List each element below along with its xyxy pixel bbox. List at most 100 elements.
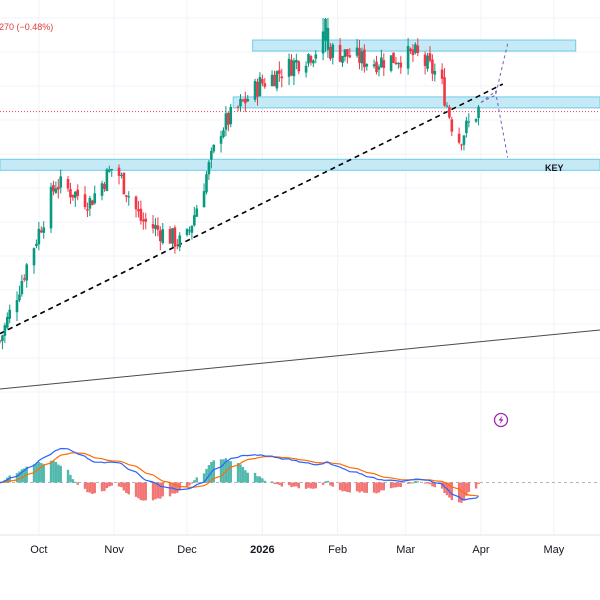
candle-body bbox=[409, 48, 412, 52]
candle-body bbox=[195, 208, 199, 217]
candle-body bbox=[219, 136, 223, 144]
candle-body bbox=[168, 229, 172, 244]
candle bbox=[222, 127, 225, 139]
candle bbox=[346, 48, 349, 64]
candle-body bbox=[35, 243, 38, 247]
candle bbox=[450, 116, 454, 137]
channel-line bbox=[0, 329, 600, 390]
candle bbox=[426, 52, 429, 72]
macd-histogram-bar bbox=[314, 482, 317, 489]
candle bbox=[88, 195, 92, 217]
macd-histogram-bar bbox=[222, 459, 225, 483]
candle bbox=[185, 228, 189, 237]
candle-body bbox=[18, 294, 21, 301]
candle-body bbox=[375, 61, 378, 73]
macd-histogram-bar bbox=[76, 482, 79, 485]
candle-body bbox=[185, 229, 189, 236]
candle bbox=[375, 55, 378, 75]
candle-body bbox=[465, 120, 468, 134]
candle bbox=[256, 78, 259, 106]
candle bbox=[139, 200, 143, 225]
macd-histogram-bar bbox=[292, 482, 296, 487]
macd-histogram-bar bbox=[460, 482, 463, 503]
candle-body bbox=[125, 195, 128, 197]
candle-body bbox=[5, 316, 9, 328]
candle bbox=[173, 225, 177, 254]
candle-body bbox=[91, 200, 94, 206]
macd-histogram-bar bbox=[202, 473, 206, 483]
candle bbox=[188, 226, 191, 236]
macd-histogram-bar bbox=[103, 482, 106, 491]
candle-body bbox=[346, 49, 349, 57]
macd-histogram-bar bbox=[193, 480, 196, 483]
candle bbox=[193, 206, 196, 227]
candle-body bbox=[372, 64, 376, 67]
macd-histogram-bar bbox=[448, 482, 451, 498]
macd-histogram-bar bbox=[185, 482, 189, 488]
macd-histogram-bar bbox=[477, 482, 480, 484]
candle bbox=[278, 61, 281, 82]
macd-histogram-bar bbox=[139, 482, 143, 501]
candle-body bbox=[117, 167, 121, 176]
macd-histogram-bar bbox=[411, 482, 415, 484]
candle-body bbox=[389, 55, 393, 71]
candle-body bbox=[1, 335, 4, 342]
macd-histogram-bar bbox=[110, 482, 113, 486]
candle bbox=[202, 183, 206, 208]
candle-body bbox=[37, 228, 41, 245]
candle-body bbox=[154, 225, 157, 229]
candle bbox=[253, 78, 257, 103]
macd-histogram-bar bbox=[161, 482, 164, 497]
candle bbox=[443, 68, 446, 107]
candle-body bbox=[229, 106, 233, 125]
candle-body bbox=[122, 172, 126, 195]
macd-histogram-bar bbox=[195, 477, 198, 483]
candle bbox=[258, 72, 262, 97]
candle bbox=[127, 191, 131, 206]
candle-body bbox=[406, 46, 410, 69]
candle bbox=[59, 169, 63, 194]
candle bbox=[156, 217, 160, 237]
candle bbox=[477, 104, 480, 126]
macd-histogram-bar bbox=[450, 482, 454, 501]
candle bbox=[263, 78, 267, 89]
macd-histogram-bar bbox=[331, 482, 334, 487]
candle-body bbox=[173, 227, 177, 247]
candle-body bbox=[416, 45, 420, 54]
candle bbox=[431, 54, 434, 81]
macd-histogram-bar bbox=[360, 482, 364, 492]
macd-histogram-bar bbox=[348, 482, 351, 493]
candle-body bbox=[54, 188, 58, 193]
candle-body bbox=[280, 76, 284, 79]
macd-histogram-bar bbox=[295, 482, 298, 487]
candle-body bbox=[275, 71, 279, 89]
candle bbox=[110, 168, 114, 177]
macd-histogram-bar bbox=[467, 482, 471, 493]
candle-body bbox=[3, 325, 7, 336]
macd-histogram-bar bbox=[440, 482, 444, 489]
macd-line bbox=[0, 447, 479, 501]
macd-histogram-bar bbox=[154, 482, 157, 500]
candle bbox=[290, 54, 293, 77]
macd-histogram-bar bbox=[382, 482, 386, 491]
candle-body bbox=[331, 44, 335, 58]
candle-body bbox=[477, 106, 480, 119]
macd-histogram-bar bbox=[188, 482, 191, 486]
candle-body bbox=[127, 196, 131, 198]
candle bbox=[66, 176, 70, 192]
candle-body bbox=[355, 47, 359, 56]
candle bbox=[207, 160, 211, 181]
candle bbox=[392, 52, 395, 64]
candle-body bbox=[273, 74, 276, 87]
candle bbox=[457, 127, 461, 145]
zone-lower bbox=[0, 158, 600, 171]
lightning-bolt-icon[interactable] bbox=[493, 412, 509, 428]
candle bbox=[270, 70, 274, 87]
macd-histogram-bar bbox=[190, 482, 194, 484]
macd-histogram-bar bbox=[309, 482, 313, 489]
candle-body bbox=[295, 59, 298, 63]
candle-body bbox=[205, 174, 208, 193]
candle bbox=[474, 118, 478, 123]
